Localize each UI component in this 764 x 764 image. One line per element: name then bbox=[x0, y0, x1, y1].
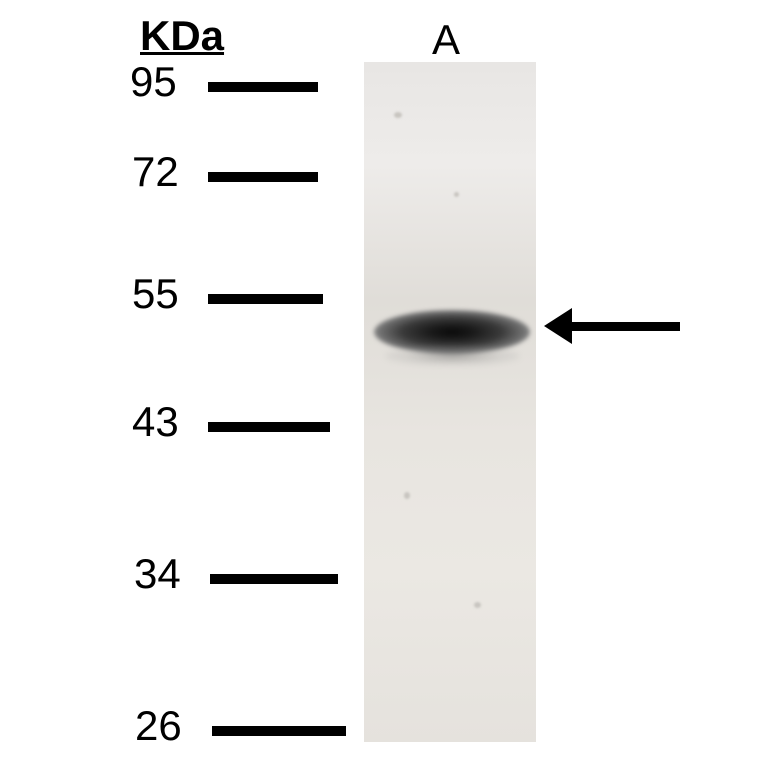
mw-tick-43 bbox=[208, 422, 330, 432]
mw-tick-26 bbox=[212, 726, 346, 736]
mw-label-43: 43 bbox=[132, 398, 179, 446]
mw-tick-95 bbox=[208, 82, 318, 92]
mw-label-55: 55 bbox=[132, 270, 179, 318]
mw-label-26: 26 bbox=[135, 702, 182, 750]
gel-noise bbox=[394, 112, 402, 118]
gel-noise bbox=[474, 602, 481, 608]
mw-tick-34 bbox=[210, 574, 338, 584]
mw-tick-55 bbox=[208, 294, 323, 304]
gel-noise bbox=[454, 192, 459, 197]
arrow-shaft bbox=[570, 322, 680, 331]
lane-a-label: A bbox=[432, 16, 460, 64]
western-blot-figure: KDa A 95 72 55 43 34 26 bbox=[0, 0, 764, 764]
band-trail bbox=[385, 346, 520, 366]
unit-label: KDa bbox=[140, 12, 224, 60]
gel-lane bbox=[364, 62, 536, 742]
arrow-head-icon bbox=[544, 308, 572, 344]
mw-label-34: 34 bbox=[134, 550, 181, 598]
mw-label-95: 95 bbox=[130, 58, 177, 106]
gel-noise bbox=[404, 492, 410, 499]
mw-tick-72 bbox=[208, 172, 318, 182]
mw-label-72: 72 bbox=[132, 148, 179, 196]
